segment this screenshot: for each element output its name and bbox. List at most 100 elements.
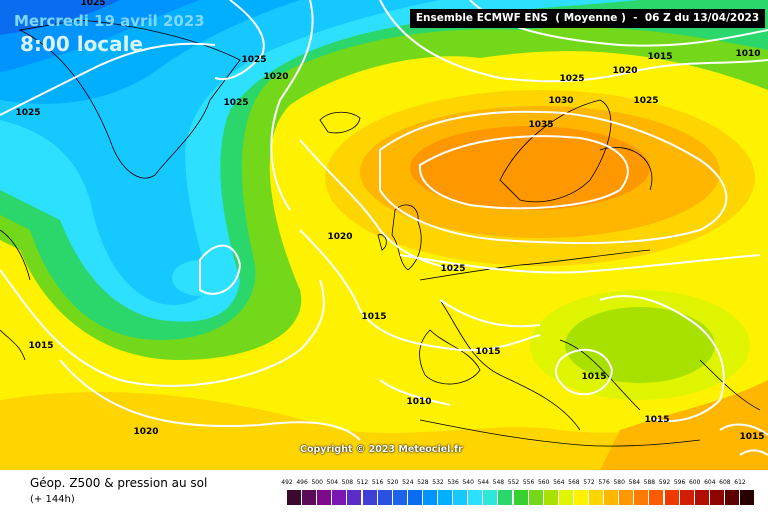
isobar bbox=[299, 229, 541, 352]
scale-swatch bbox=[558, 490, 573, 505]
scale-swatch bbox=[392, 490, 407, 505]
isobar bbox=[719, 423, 768, 436]
scale-swatch bbox=[332, 490, 347, 505]
isobar bbox=[379, 110, 728, 244]
scale-label: 512 bbox=[356, 479, 369, 486]
copyright-notice: Copyright © 2023 Meteociel.fr bbox=[300, 444, 463, 455]
forecast-local-time: 8:00 locale bbox=[20, 32, 144, 56]
scale-swatch bbox=[604, 490, 619, 505]
forecast-date: Mercredi 19 avril 2023 bbox=[14, 12, 205, 30]
scale-swatch bbox=[483, 490, 498, 505]
scale-swatch bbox=[589, 490, 603, 505]
scale-swatch bbox=[740, 490, 754, 505]
scale-label: 584 bbox=[628, 479, 641, 486]
scale-label: 548 bbox=[492, 479, 505, 486]
scale-swatch bbox=[679, 490, 694, 505]
scale-swatch bbox=[347, 490, 362, 505]
scale-label: 528 bbox=[417, 479, 429, 486]
model-run-info: Ensemble ECMWF ENS ( Moyenne ) - 06 Z du… bbox=[410, 9, 765, 28]
scale-label: 524 bbox=[402, 479, 414, 486]
isobar-label: 1010 bbox=[406, 397, 432, 407]
scale-swatch bbox=[407, 490, 422, 505]
isobar-label: 1025 bbox=[80, 0, 106, 8]
scale-label: 500 bbox=[311, 479, 323, 486]
scale-label: 576 bbox=[598, 479, 610, 486]
scale-swatch bbox=[528, 490, 543, 505]
scale-swatch bbox=[649, 490, 664, 505]
isobar bbox=[554, 348, 614, 396]
canada-coast bbox=[0, 229, 31, 361]
iceland-coast bbox=[319, 111, 361, 134]
isobar-label: 1025 bbox=[633, 96, 659, 106]
isobar bbox=[599, 295, 725, 422]
scale-swatch bbox=[513, 490, 528, 505]
weather-map bbox=[0, 0, 768, 470]
scale-label: 592 bbox=[658, 479, 671, 486]
isobar bbox=[199, 244, 242, 295]
legend-panel: Géop. Z500 & pression au sol (+ 144h) 49… bbox=[0, 470, 768, 512]
isobar bbox=[379, 0, 768, 83]
scale-label: 588 bbox=[643, 479, 656, 486]
field-title: Géop. Z500 & pression au sol bbox=[30, 476, 208, 490]
isobar bbox=[299, 139, 461, 271]
scale-label: 608 bbox=[719, 479, 731, 486]
greenland-coast bbox=[18, 19, 241, 179]
isobar bbox=[439, 299, 541, 328]
isobar-label: 1015 bbox=[739, 432, 765, 442]
z500-ridge-core bbox=[410, 126, 650, 210]
isobar bbox=[0, 42, 216, 116]
isobar-label: 1025 bbox=[440, 264, 466, 274]
scale-swatch bbox=[302, 490, 317, 505]
isobar-label: 1020 bbox=[327, 232, 353, 242]
isobar-label: 1020 bbox=[133, 427, 159, 437]
scale-label: 504 bbox=[326, 479, 339, 486]
scale-label: 516 bbox=[371, 479, 384, 486]
scale-swatch bbox=[362, 490, 377, 505]
scale-label: 564 bbox=[553, 479, 565, 486]
isobar-label: 1025 bbox=[559, 74, 585, 84]
z500-southeast-warm bbox=[600, 380, 768, 470]
isobar bbox=[59, 359, 361, 441]
scale-swatch bbox=[634, 490, 649, 505]
scale-swatch bbox=[543, 490, 558, 505]
scale-label: 600 bbox=[688, 479, 701, 486]
scale-swatch bbox=[377, 490, 392, 505]
scale-label: 552 bbox=[507, 479, 520, 486]
isobar-label: 1015 bbox=[28, 341, 54, 351]
scale-swatch bbox=[694, 490, 709, 505]
scale-swatch bbox=[619, 490, 634, 505]
scale-label: 568 bbox=[568, 479, 580, 486]
isobar-label: 1010 bbox=[735, 49, 761, 59]
scale-label: 572 bbox=[583, 479, 595, 486]
scale-swatch bbox=[453, 490, 468, 505]
isobar-label: 1020 bbox=[263, 72, 289, 82]
isobar bbox=[418, 135, 629, 210]
isobar-label: 1020 bbox=[612, 66, 638, 76]
isobar-label: 1015 bbox=[644, 415, 670, 425]
isobar-label: 1030 bbox=[548, 96, 574, 106]
isobar-label: 1025 bbox=[223, 98, 249, 108]
isobar-label: 1015 bbox=[647, 52, 673, 62]
scale-label: 540 bbox=[462, 479, 474, 486]
scale-label: 596 bbox=[673, 479, 686, 486]
scale-label: 544 bbox=[477, 479, 490, 486]
isobar-label: 1025 bbox=[241, 55, 267, 65]
scale-swatch bbox=[422, 490, 437, 505]
scale-label: 556 bbox=[522, 479, 535, 486]
scale-swatch bbox=[468, 490, 483, 505]
north-africa-coast bbox=[419, 419, 701, 447]
isobar-label: 1015 bbox=[361, 312, 387, 322]
scale-swatch bbox=[438, 490, 452, 505]
scale-label: 492 bbox=[281, 479, 293, 486]
scale-label: 496 bbox=[296, 479, 308, 486]
scale-label: 520 bbox=[386, 479, 399, 486]
isobar bbox=[270, 0, 314, 211]
iberia-coast bbox=[419, 329, 481, 385]
isobar bbox=[379, 379, 451, 406]
scale-swatch bbox=[498, 490, 513, 505]
scale-label: 536 bbox=[447, 479, 459, 486]
scale-swatch bbox=[573, 490, 588, 505]
z500-balkan-trough-core bbox=[565, 307, 715, 383]
scale-label: 508 bbox=[341, 479, 354, 486]
